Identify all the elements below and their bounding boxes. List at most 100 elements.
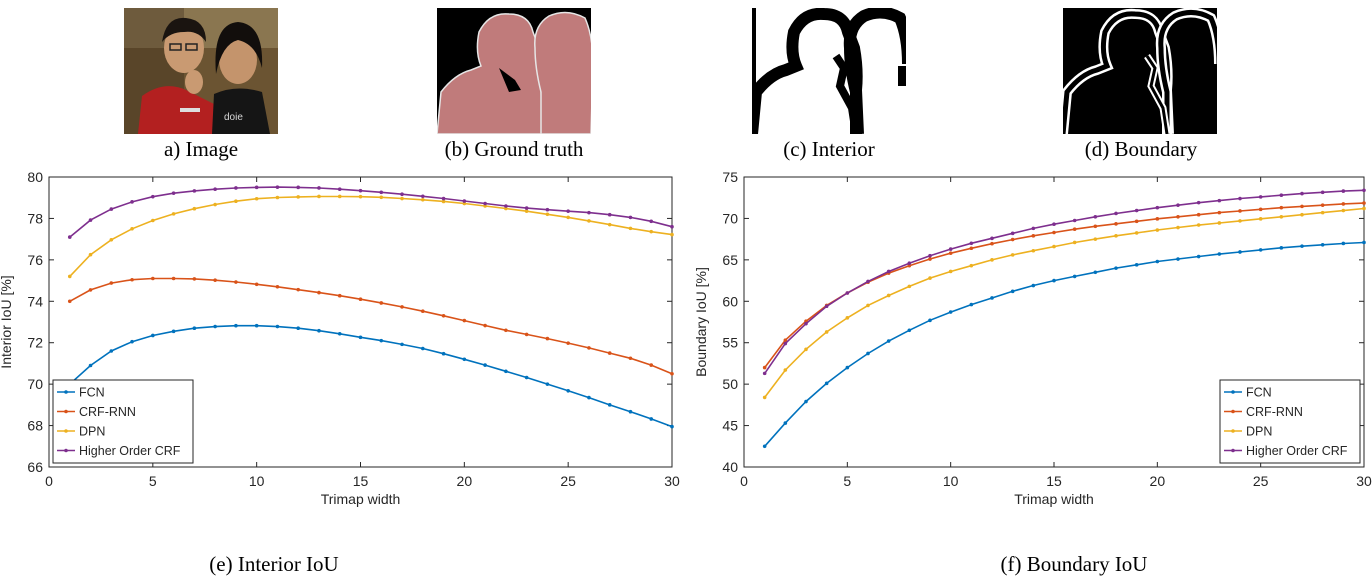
data-point-higher-order-crf — [566, 209, 570, 213]
data-point-dpn — [67, 274, 72, 279]
data-point-higher-order-crf — [337, 187, 342, 192]
data-point-higher-order-crf — [1258, 195, 1263, 199]
y-tick-label: 70 — [27, 376, 43, 392]
data-point-higher-order-crf — [886, 269, 891, 274]
data-point-fcn — [337, 332, 342, 336]
data-point-dpn — [234, 199, 238, 204]
data-point-fcn — [886, 339, 891, 343]
data-point-dpn — [628, 226, 633, 231]
data-point-crf-rnn — [1196, 212, 1201, 217]
legend-label-crf-rnn: CRF-RNN — [1246, 405, 1303, 419]
data-point-dpn — [88, 252, 93, 257]
series-line-higher-order-crf — [69, 186, 673, 238]
data-point-higher-order-crf — [866, 279, 870, 284]
data-point-crf-rnn — [234, 280, 238, 284]
data-point-higher-order-crf — [1134, 208, 1139, 213]
data-point-crf-rnn — [1010, 237, 1015, 242]
series-line-fcn — [69, 324, 673, 428]
data-point-dpn — [566, 215, 570, 220]
x-tick-label: 10 — [943, 473, 959, 489]
data-point-fcn — [566, 388, 570, 393]
series-line-dpn — [69, 195, 673, 277]
data-point-dpn — [192, 206, 197, 211]
legend-label-crf-rnn: CRF-RNN — [79, 405, 136, 419]
x-tick-label: 0 — [740, 473, 748, 489]
data-point-higher-order-crf — [1217, 198, 1222, 203]
data-point-higher-order-crf — [1176, 203, 1180, 207]
caption-interior-iou: (e) Interior IoU — [209, 552, 339, 576]
data-point-higher-order-crf — [254, 185, 259, 190]
data-point-crf-rnn — [969, 246, 974, 251]
data-point-dpn — [1300, 212, 1304, 217]
data-point-dpn — [670, 232, 674, 237]
data-point-fcn — [171, 329, 176, 334]
data-point-crf-rnn — [907, 263, 912, 268]
legend-label-higher-order-crf: Higher Order CRF — [1246, 444, 1348, 458]
y-tick-label: 72 — [27, 335, 43, 351]
data-point-fcn — [296, 326, 301, 331]
interior-thumbnail — [752, 8, 906, 134]
data-point-higher-order-crf — [234, 186, 238, 190]
data-point-crf-rnn — [545, 336, 550, 341]
data-point-fcn — [151, 333, 155, 338]
data-point-higher-order-crf — [948, 247, 953, 251]
x-tick-label: 30 — [1356, 473, 1372, 489]
data-point-higher-order-crf — [109, 207, 114, 211]
data-point-fcn — [1341, 241, 1346, 246]
data-point-dpn — [1176, 225, 1180, 230]
data-point-higher-order-crf — [379, 190, 384, 195]
data-point-crf-rnn — [1320, 203, 1325, 207]
legend-label-dpn: DPN — [1246, 425, 1272, 439]
data-point-fcn — [969, 302, 974, 307]
data-point-fcn — [1114, 266, 1118, 270]
data-point-higher-order-crf — [1238, 196, 1242, 201]
data-point-higher-order-crf — [928, 253, 932, 258]
data-point-higher-order-crf — [462, 199, 467, 203]
data-point-crf-rnn — [483, 323, 487, 328]
x-tick-label: 20 — [1150, 473, 1166, 489]
data-point-dpn — [866, 303, 870, 308]
data-point-fcn — [948, 310, 953, 314]
legend-label-fcn: FCN — [1246, 386, 1272, 400]
legend-marker-higher-order-crf — [64, 448, 68, 453]
y-tick-label: 45 — [722, 418, 738, 434]
data-point-higher-order-crf — [358, 188, 363, 193]
data-point-dpn — [1279, 214, 1284, 219]
data-point-dpn — [151, 218, 155, 223]
data-point-crf-rnn — [928, 257, 932, 261]
data-point-crf-rnn — [670, 371, 674, 376]
data-point-crf-rnn — [1134, 219, 1139, 224]
data-point-higher-order-crf — [317, 186, 321, 190]
legend-marker-dpn — [1231, 429, 1235, 433]
data-point-crf-rnn — [1279, 205, 1284, 210]
data-point-higher-order-crf — [824, 304, 829, 309]
data-point-higher-order-crf — [670, 224, 674, 229]
ground-truth-thumbnail — [437, 8, 591, 134]
data-point-dpn — [607, 222, 612, 227]
data-point-higher-order-crf — [483, 201, 487, 206]
data-point-dpn — [275, 195, 280, 200]
data-point-higher-order-crf — [804, 321, 808, 326]
data-point-fcn — [88, 363, 93, 368]
data-point-higher-order-crf — [1341, 189, 1346, 193]
data-point-fcn — [866, 351, 870, 356]
x-tick-label: 30 — [664, 473, 680, 489]
data-point-crf-rnn — [192, 277, 197, 281]
series-line-crf-rnn — [69, 277, 673, 375]
data-point-fcn — [1279, 246, 1284, 250]
data-point-higher-order-crf — [762, 371, 767, 376]
data-point-crf-rnn — [607, 351, 612, 355]
data-point-dpn — [296, 195, 301, 199]
data-point-fcn — [1052, 278, 1056, 283]
data-point-higher-order-crf — [213, 187, 217, 192]
data-point-crf-rnn — [67, 299, 72, 304]
data-point-higher-order-crf — [130, 200, 134, 204]
data-point-higher-order-crf — [1300, 191, 1304, 196]
image-thumbnail: doie — [124, 8, 278, 134]
data-point-higher-order-crf — [628, 215, 633, 220]
data-point-higher-order-crf — [421, 194, 425, 199]
data-point-crf-rnn — [88, 288, 93, 292]
boundary-thumbnail — [1063, 8, 1217, 134]
data-point-dpn — [400, 196, 404, 201]
svg-text:doie: doie — [224, 112, 243, 123]
